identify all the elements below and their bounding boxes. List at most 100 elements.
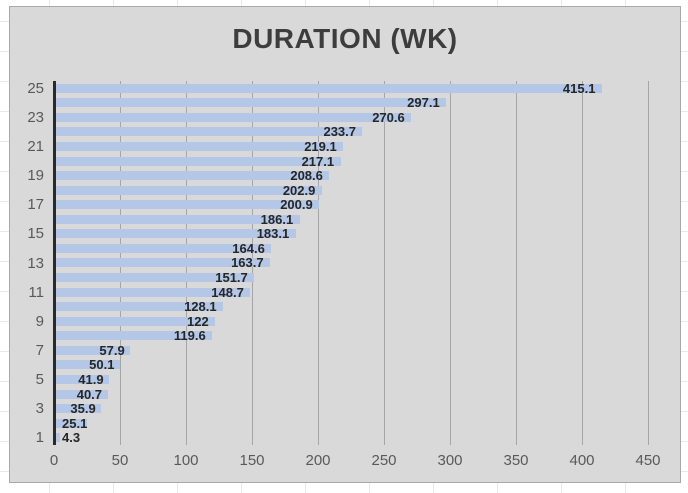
data-label-9: 122	[187, 313, 209, 329]
data-label-6: 50.1	[89, 357, 115, 373]
data-label-2: 25.1	[62, 415, 88, 431]
y-axis-label-11: 11	[28, 283, 44, 301]
gridline-300	[450, 81, 451, 445]
x-axis-label-100: 100	[173, 452, 199, 469]
bar-category-24[interactable]	[54, 98, 447, 108]
y-axis-label-1: 1	[35, 429, 44, 447]
bar-category-22[interactable]	[54, 127, 363, 137]
y-axis-label-19: 19	[27, 167, 44, 185]
bar-row-17: 200.9	[54, 197, 648, 212]
x-axis-label-250: 250	[371, 452, 397, 469]
bar-category-19[interactable]	[54, 171, 330, 181]
data-label-14: 164.6	[232, 240, 265, 256]
bar-row-4: 40.7	[54, 387, 648, 402]
bar-row-8: 119.6	[54, 329, 648, 344]
data-label-15: 183.1	[256, 226, 290, 242]
bar-category-4[interactable]	[54, 389, 108, 399]
bar-row-22: 233.7	[54, 125, 648, 140]
data-label-23: 270.6	[372, 109, 405, 125]
y-axis-label-23: 23	[27, 108, 44, 126]
bar-category-7[interactable]	[54, 345, 131, 355]
y-axis-label-25: 25	[27, 79, 44, 97]
data-label-19: 208.6	[290, 168, 323, 184]
x-axis-label-50: 50	[111, 452, 129, 469]
bar-category-1[interactable]	[54, 433, 60, 443]
bar-row-3: 35.9	[54, 401, 648, 416]
bar-category-3[interactable]	[54, 404, 102, 414]
bar-row-19: 208.6	[54, 168, 648, 183]
data-label-12: 151.7	[215, 270, 248, 286]
y-axis-label-7: 7	[35, 341, 44, 359]
x-axis-label-400: 400	[569, 452, 595, 469]
bar-category-5[interactable]	[54, 374, 110, 384]
y-axis-label-17: 17	[27, 196, 44, 214]
data-label-1: 4.3	[62, 430, 81, 446]
bar-category-12[interactable]	[54, 273, 255, 283]
bar-row-1: 4.3	[54, 430, 648, 445]
data-label-25: 415.1	[562, 80, 596, 96]
y-axis-label-13: 13	[27, 254, 44, 272]
bar-row-7: 57.9	[54, 343, 648, 358]
chart-container[interactable]: DURATION (WK) 415.1 297.1 270.6 233.7 219.1 2…	[9, 6, 681, 483]
bar-category-6[interactable]	[54, 360, 121, 370]
chart-title: DURATION (WK)	[232, 23, 458, 54]
bar-row-16: 186.1	[54, 212, 648, 227]
y-axis-label-5: 5	[35, 370, 44, 388]
bar-row-6: 50.1	[54, 358, 648, 373]
bar-row-5: 41.9	[54, 372, 648, 387]
data-label-22: 233.7	[323, 124, 357, 140]
x-axis-label-0: 0	[49, 452, 59, 469]
bar-row-14: 164.6	[54, 241, 648, 256]
x-axis-label-300: 300	[437, 452, 463, 469]
y-axis-label-9: 9	[35, 312, 44, 330]
bar-category-13[interactable]	[54, 258, 271, 268]
bar-row-23: 270.6	[54, 110, 648, 125]
bar-row-11: 148.7	[54, 285, 648, 300]
bar-row-18: 202.9	[54, 183, 648, 198]
data-label-7: 57.9	[99, 342, 125, 358]
bar-category-14[interactable]	[54, 243, 272, 253]
bar-row-21: 219.1	[54, 139, 648, 154]
bar-row-12: 151.7	[54, 270, 648, 285]
data-label-13: 163.7	[231, 255, 264, 271]
y-axis-label-3: 3	[35, 400, 44, 418]
bar-category-21[interactable]	[54, 142, 344, 151]
bar-category-16[interactable]	[54, 214, 300, 224]
bar-row-9: 122	[54, 314, 648, 329]
data-label-20: 217.1	[301, 153, 335, 169]
bar-category-9[interactable]	[54, 316, 216, 326]
data-label-24: 297.1	[407, 95, 440, 111]
data-label-21: 219.1	[304, 139, 337, 154]
data-label-10: 128.1	[184, 299, 217, 315]
data-label-3: 35.9	[70, 401, 96, 417]
bar-category-23[interactable]	[54, 112, 412, 122]
data-label-18: 202.9	[282, 182, 316, 198]
data-label-8: 119.6	[173, 328, 206, 344]
bar-category-2[interactable]	[54, 418, 88, 428]
gridline-200	[318, 81, 319, 445]
bar-row-24: 297.1	[54, 96, 648, 111]
x-axis-label-350: 350	[503, 452, 529, 469]
bar-category-20[interactable]	[54, 156, 341, 166]
plot-area: 415.1 297.1 270.6 233.7 219.1 217.1 208.6 202.9…	[53, 81, 649, 445]
bar-category-18[interactable]	[54, 185, 322, 195]
bar-row-25: 415.1	[54, 81, 648, 96]
bar-row-13: 163.7	[54, 256, 648, 271]
y-axis-label-21: 21	[27, 138, 44, 156]
bar-category-25[interactable]	[54, 83, 602, 93]
bar-category-11[interactable]	[54, 287, 251, 297]
bar-category-10[interactable]	[54, 302, 224, 312]
y-axis-label-15: 15	[27, 225, 44, 243]
gridline-250	[384, 81, 385, 445]
x-axis-label-450: 450	[635, 452, 661, 469]
gridline-400	[582, 81, 583, 445]
data-label-17: 200.9	[280, 197, 313, 213]
bar-category-17[interactable]	[54, 200, 320, 210]
data-label-16: 186.1	[260, 211, 294, 227]
gridline-350	[516, 81, 517, 445]
bar-row-20: 217.1	[54, 154, 648, 169]
bar-category-15[interactable]	[54, 229, 296, 239]
data-label-4: 40.7	[76, 386, 103, 402]
bar-category-8[interactable]	[54, 331, 212, 341]
